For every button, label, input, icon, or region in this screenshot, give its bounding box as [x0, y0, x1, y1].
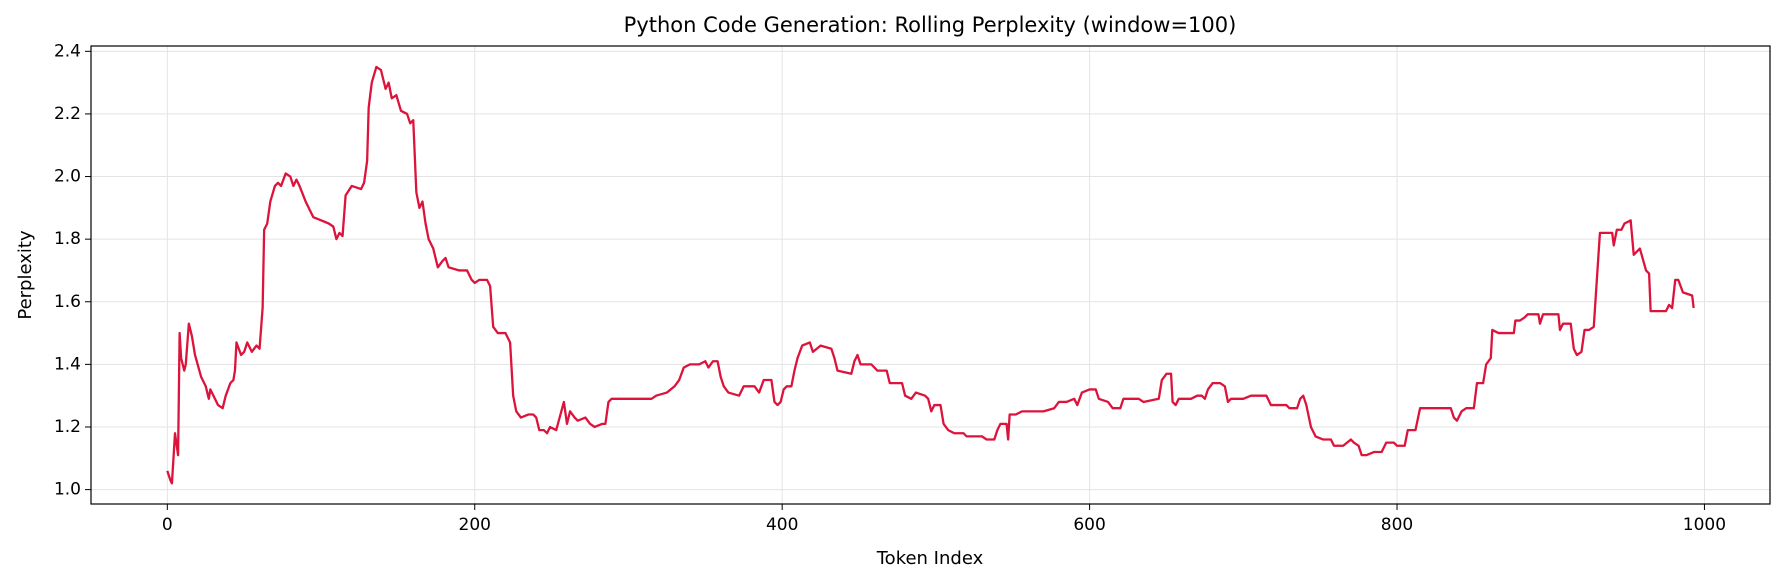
y-tick-label: 1.6 — [54, 292, 81, 312]
x-axis-label: Token Index — [876, 548, 984, 569]
chart-title: Python Code Generation: Rolling Perplexi… — [624, 13, 1237, 37]
y-tick-label: 1.8 — [54, 229, 81, 249]
y-tick-label: 1.4 — [54, 354, 81, 374]
y-tick-label: 1.2 — [54, 417, 81, 437]
x-tick-label: 200 — [459, 515, 491, 535]
y-tick-label: 2.2 — [54, 104, 81, 124]
x-tick-label: 1000 — [1683, 515, 1726, 535]
x-tick-label: 0 — [162, 515, 173, 535]
y-tick-label: 2.4 — [54, 41, 81, 61]
x-tick-label: 600 — [1073, 515, 1105, 535]
y-axis-label: Perplexity — [15, 230, 36, 320]
y-tick-label: 2.0 — [54, 167, 81, 187]
data-line — [166, 65, 1695, 485]
x-tick-label: 400 — [766, 515, 798, 535]
y-tick-label: 1.0 — [54, 480, 81, 500]
plot-frame — [90, 45, 1771, 505]
x-tick-label: 800 — [1381, 515, 1413, 535]
